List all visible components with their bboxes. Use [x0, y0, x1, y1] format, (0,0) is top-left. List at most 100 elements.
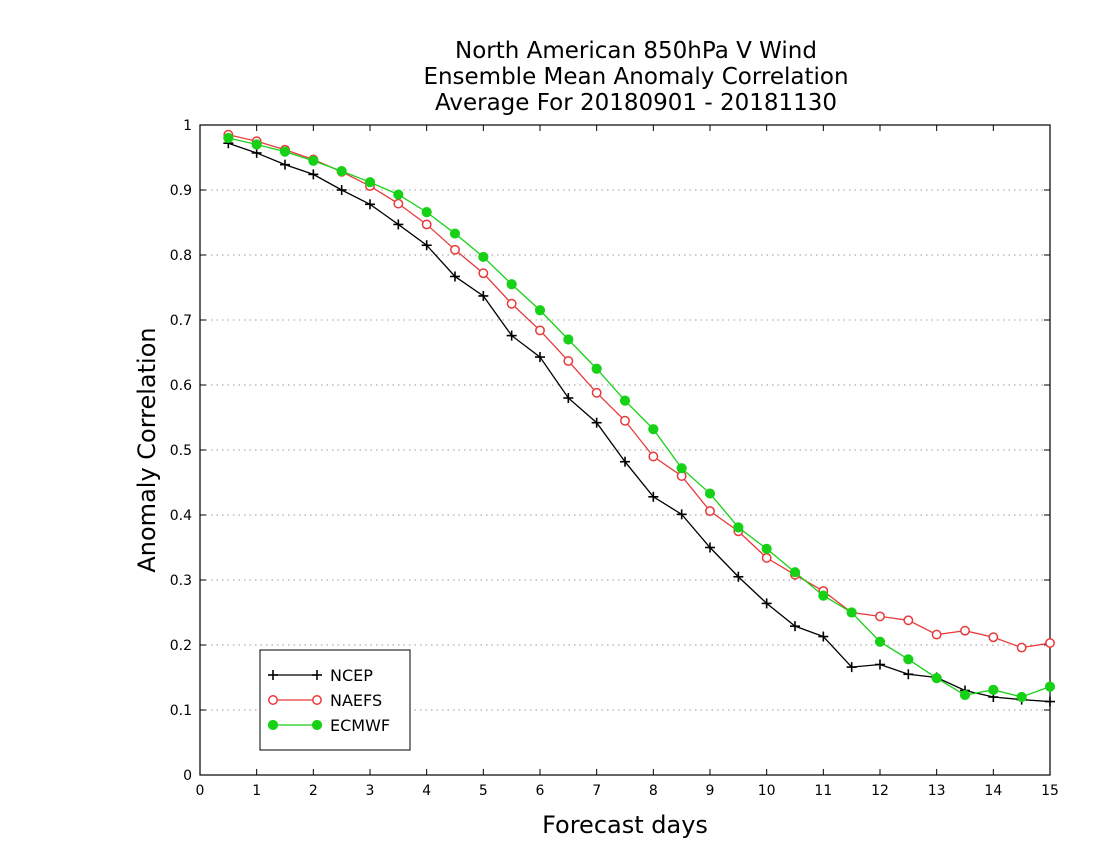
data-point-ncep [818, 631, 829, 642]
data-point-ncep [280, 159, 290, 170]
series-ncep [223, 138, 1055, 707]
y-tick-label: 1 [183, 118, 192, 134]
legend-marker [312, 670, 322, 680]
data-point-naefs [620, 415, 630, 426]
x-tick-label: 8 [649, 783, 658, 799]
x-tick-label: 11 [814, 783, 832, 799]
data-point-naefs [761, 552, 772, 563]
data-point-naefs [535, 325, 545, 336]
legend-label-ecmwf: ECMWF [330, 716, 390, 735]
data-point-ecmwf [279, 146, 291, 157]
data-point-naefs [1045, 638, 1055, 648]
legend-item-ecmwf: ECMWF [267, 716, 390, 735]
data-point-ecmwf [789, 567, 801, 578]
series-ecmwf [223, 132, 1056, 703]
data-point-naefs [393, 198, 404, 209]
chart-title-line: North American 850hPa V Wind [455, 38, 817, 64]
legend-label-naefs: NAEFS [330, 691, 382, 710]
data-point-ncep [903, 669, 914, 680]
data-point-ecmwf [931, 673, 942, 684]
data-point-ecmwf [733, 522, 744, 533]
data-point-ecmwf [336, 166, 347, 177]
y-tick-label: 0.2 [170, 638, 192, 654]
data-point-naefs [1016, 642, 1027, 653]
y-tick-label: 0.5 [170, 443, 192, 459]
data-point-ecmwf [308, 155, 319, 166]
data-point-ecmwf [478, 251, 489, 263]
data-point-ncep [506, 330, 517, 341]
data-point-naefs [903, 615, 914, 626]
data-point-ncep [393, 219, 404, 230]
data-point-ecmwf [676, 463, 687, 474]
y-tick-label: 0.1 [170, 703, 192, 719]
legend-marker [267, 719, 279, 731]
data-point-ecmwf [421, 207, 432, 218]
legend-item-naefs: NAEFS [268, 691, 382, 710]
data-point-ncep [846, 662, 857, 673]
legend-item-ncep: NCEP [268, 666, 373, 685]
x-tick-label: 4 [422, 783, 431, 799]
data-point-ncep [251, 147, 262, 158]
series-lines [223, 129, 1056, 707]
data-point-ncep [733, 571, 744, 582]
data-point-naefs [563, 356, 574, 366]
x-tick-label: 6 [536, 783, 545, 799]
series-line-ecmwf [228, 137, 1051, 698]
data-point-ncep [336, 185, 347, 195]
data-point-ecmwf [903, 654, 914, 665]
series-line-ncep [228, 142, 1051, 703]
x-tick-label: 15 [1041, 783, 1059, 799]
data-point-ncep [790, 621, 800, 632]
legend-label-ncep: NCEP [330, 666, 373, 685]
x-axis-label: Forecast days [542, 811, 708, 839]
data-point-ecmwf [846, 607, 857, 618]
series-naefs [223, 129, 1055, 653]
data-point-ecmwf [704, 488, 716, 499]
legend-marker [268, 695, 278, 705]
legend-marker [268, 670, 278, 680]
data-point-ncep [478, 290, 489, 301]
data-point-ecmwf [591, 363, 602, 374]
data-point-naefs [960, 625, 970, 636]
data-point-ecmwf [619, 395, 631, 406]
y-axis-ticks: 0 0.1 0.2 0.3 0.4 0.5 0.6 0.7 0.8 0.9 1 [170, 118, 1050, 784]
data-point-ecmwf [393, 189, 404, 200]
y-tick-label: 0.9 [170, 183, 192, 199]
data-point-ecmwf [818, 590, 829, 601]
data-point-ecmwf [251, 139, 262, 150]
x-tick-label: 9 [706, 783, 715, 799]
data-point-ncep [875, 659, 885, 670]
series-line-naefs [228, 134, 1051, 649]
data-point-ncep [648, 491, 659, 502]
data-point-ncep [591, 417, 602, 428]
x-tick-label: 5 [479, 783, 488, 799]
data-point-naefs [506, 298, 517, 309]
y-axis-label: Anomaly Correlation [133, 327, 161, 572]
data-point-naefs [478, 268, 489, 279]
data-point-naefs [875, 611, 885, 622]
data-point-ncep [705, 542, 715, 553]
data-point-ecmwf [874, 636, 886, 647]
data-point-ecmwf [223, 132, 234, 144]
data-point-ncep [1045, 696, 1055, 707]
data-point-naefs [591, 387, 602, 398]
x-tick-label: 0 [196, 783, 205, 799]
chart-title-line: Average For 20180901 - 20181130 [435, 90, 837, 116]
data-point-naefs [988, 632, 999, 643]
x-tick-label: 7 [592, 783, 601, 799]
x-tick-label: 14 [984, 783, 1002, 799]
data-point-ncep [563, 393, 574, 403]
data-point-ecmwf [534, 305, 546, 316]
data-point-ecmwf [563, 334, 574, 345]
legend-marker [312, 695, 322, 705]
data-point-ecmwf [648, 424, 659, 435]
data-point-ncep [450, 271, 460, 282]
data-point-naefs [421, 219, 432, 230]
data-point-ncep [365, 199, 375, 210]
data-point-ecmwf [449, 228, 461, 239]
data-point-naefs [450, 244, 460, 255]
x-tick-label: 10 [758, 783, 776, 799]
legend-marker [311, 719, 323, 731]
x-tick-label: 3 [366, 783, 375, 799]
